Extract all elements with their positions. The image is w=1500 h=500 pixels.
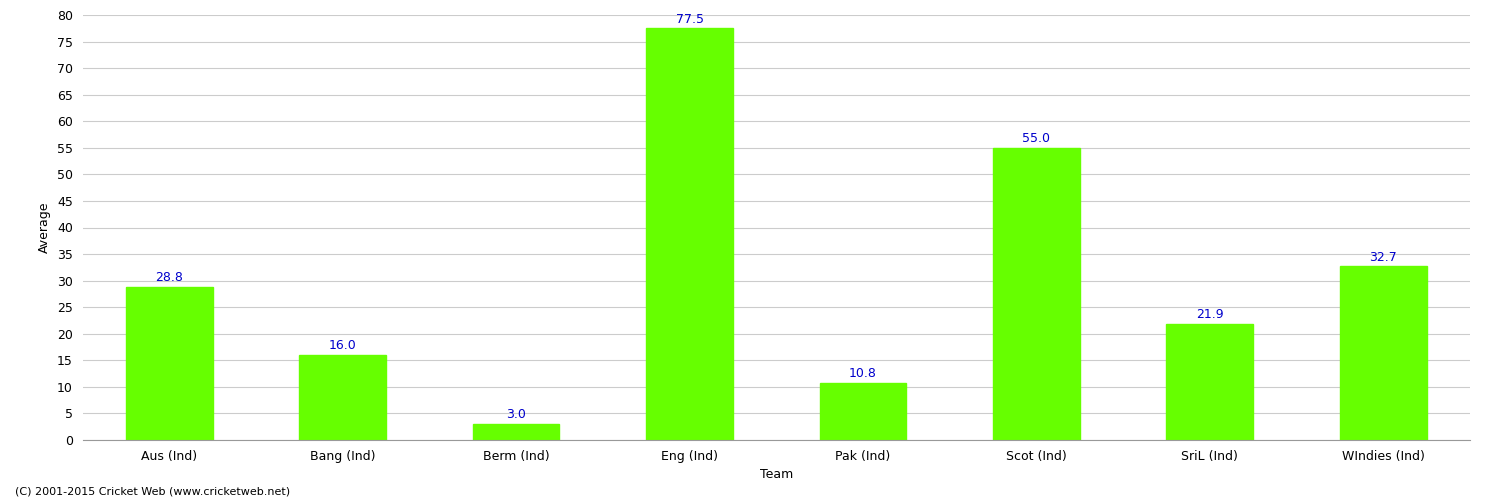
Text: 3.0: 3.0 <box>506 408 526 422</box>
Bar <box>1167 324 1252 440</box>
Text: 55.0: 55.0 <box>1023 132 1050 145</box>
Bar <box>300 355 386 440</box>
Text: 28.8: 28.8 <box>156 272 183 284</box>
Bar <box>472 424 560 440</box>
X-axis label: Team: Team <box>759 468 794 481</box>
Text: (C) 2001-2015 Cricket Web (www.cricketweb.net): (C) 2001-2015 Cricket Web (www.cricketwe… <box>15 487 290 497</box>
Text: 16.0: 16.0 <box>328 340 357 352</box>
Bar <box>126 287 213 440</box>
Text: 21.9: 21.9 <box>1196 308 1224 321</box>
Bar <box>819 382 906 440</box>
Bar <box>1340 266 1426 440</box>
Bar <box>993 148 1080 440</box>
Text: 32.7: 32.7 <box>1370 250 1396 264</box>
Text: 10.8: 10.8 <box>849 367 877 380</box>
Y-axis label: Average: Average <box>38 202 51 253</box>
Bar <box>646 28 734 440</box>
Text: 77.5: 77.5 <box>675 12 704 26</box>
